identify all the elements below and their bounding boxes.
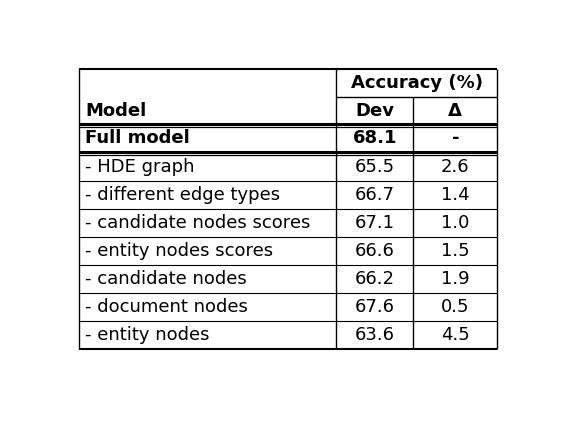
Text: 63.6: 63.6 [355, 326, 395, 344]
Text: 1.5: 1.5 [441, 242, 470, 260]
Text: 66.2: 66.2 [355, 270, 395, 288]
Text: 66.7: 66.7 [355, 186, 395, 204]
Text: Model: Model [85, 102, 147, 120]
Text: 68.1: 68.1 [352, 129, 397, 147]
Text: 67.1: 67.1 [355, 214, 395, 232]
Text: 1.0: 1.0 [441, 214, 469, 232]
Text: 2.6: 2.6 [441, 158, 470, 176]
Text: -: - [451, 129, 459, 147]
Text: 66.6: 66.6 [355, 242, 395, 260]
Text: - entity nodes: - entity nodes [85, 326, 210, 344]
Text: 1.4: 1.4 [441, 186, 470, 204]
Text: - candidate nodes: - candidate nodes [85, 270, 247, 288]
Text: 1.9: 1.9 [441, 270, 470, 288]
Text: 4.5: 4.5 [441, 326, 470, 344]
Text: - document nodes: - document nodes [85, 298, 248, 316]
Text: Full model: Full model [85, 129, 191, 147]
Text: Accuracy (%): Accuracy (%) [351, 74, 483, 92]
Text: Dev: Dev [355, 102, 395, 120]
Text: 67.6: 67.6 [355, 298, 395, 316]
Text: - HDE graph: - HDE graph [85, 158, 195, 176]
Text: - entity nodes scores: - entity nodes scores [85, 242, 274, 260]
Text: Δ: Δ [448, 102, 462, 120]
Text: - candidate nodes scores: - candidate nodes scores [85, 214, 311, 232]
Text: 0.5: 0.5 [441, 298, 469, 316]
Text: - different edge types: - different edge types [85, 186, 280, 204]
Text: 65.5: 65.5 [355, 158, 395, 176]
